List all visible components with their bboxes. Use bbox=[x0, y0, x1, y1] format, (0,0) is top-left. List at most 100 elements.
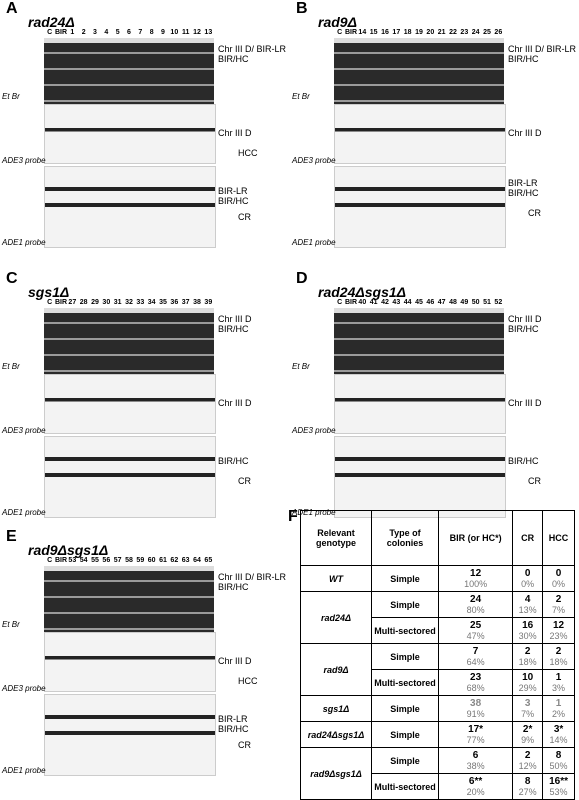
count-cell: 24 80% bbox=[437, 591, 514, 618]
lane-label: 10 bbox=[170, 29, 179, 36]
count-cell: 2* 9% bbox=[512, 721, 544, 748]
percent: 9% bbox=[521, 735, 535, 745]
panel-letter: D bbox=[296, 270, 308, 287]
count-cell: 4 13% bbox=[512, 591, 544, 618]
lane-label: BIR bbox=[344, 299, 358, 306]
band-label: ADE3 probe bbox=[292, 426, 336, 435]
ade1-blot bbox=[334, 166, 506, 248]
count: 6 bbox=[472, 750, 479, 761]
header-cell: HCC bbox=[542, 510, 575, 566]
count: 3 bbox=[524, 698, 531, 709]
band-label: Et Br bbox=[292, 362, 310, 371]
count-cell: 1 3% bbox=[542, 669, 575, 696]
band-label: HCC bbox=[238, 676, 258, 686]
band-label: BIR/HC bbox=[218, 196, 249, 206]
lane-label: C bbox=[47, 557, 53, 564]
band-label: HCC bbox=[238, 148, 258, 158]
lane-label: 44 bbox=[403, 299, 412, 306]
percent: 77% bbox=[466, 735, 485, 745]
lane-label: 38 bbox=[193, 299, 201, 306]
lane-label: 55 bbox=[91, 557, 99, 564]
panel-title: rad9Δ bbox=[318, 14, 357, 30]
count: 8 bbox=[555, 750, 562, 761]
panel-title: sgs1Δ bbox=[28, 284, 70, 300]
count-cell: 6** 20% bbox=[437, 773, 514, 800]
band-label: Et Br bbox=[2, 362, 20, 371]
count: 16** bbox=[549, 776, 568, 787]
band-label: CR bbox=[238, 212, 251, 222]
lane-label: 43 bbox=[392, 299, 401, 306]
genotype-cell: rad9Δsgs1Δ bbox=[300, 747, 372, 800]
lane-label: 32 bbox=[125, 299, 133, 306]
panel-title: rad24Δsgs1Δ bbox=[318, 284, 407, 300]
percent: 2% bbox=[552, 709, 566, 719]
count: 23 bbox=[470, 672, 482, 683]
panel-letter: F bbox=[288, 508, 298, 525]
table-row: WT Simple 12 100% 0 0% 0 0% bbox=[300, 565, 575, 592]
percent: 20% bbox=[466, 787, 485, 797]
count: 17* bbox=[468, 724, 484, 735]
count-cell: 3* 14% bbox=[542, 721, 575, 748]
count: 6** bbox=[468, 776, 483, 787]
lane-label: 28 bbox=[79, 299, 88, 306]
count: 12 bbox=[470, 568, 482, 579]
header-cell: CR bbox=[512, 510, 544, 566]
ade3-blot bbox=[334, 374, 506, 434]
genotype-cell: rad9Δ bbox=[300, 643, 372, 696]
lane-label: 17 bbox=[392, 29, 401, 36]
count-cell: 2 18% bbox=[512, 643, 544, 670]
count: 0 bbox=[555, 568, 562, 579]
band-label: ADE1 probe bbox=[2, 238, 46, 247]
lane-label: 64 bbox=[193, 557, 201, 564]
table-row: Multi-sectored 23 68% 10 29% 1 3% bbox=[301, 669, 575, 696]
count: 2 bbox=[524, 646, 531, 657]
colony-type-cell: Multi-sectored bbox=[371, 617, 439, 644]
count-cell: 17* 77% bbox=[437, 721, 514, 748]
band-label: ADE1 probe bbox=[292, 238, 336, 247]
count-cell: 16** 53% bbox=[542, 773, 575, 800]
lane-label: 36 bbox=[170, 299, 179, 306]
count-cell: 16 30% bbox=[512, 617, 544, 644]
band-label: Chr III D/ BIR-LR bbox=[218, 44, 287, 54]
percent: 50% bbox=[549, 761, 568, 771]
lane-label: 4 bbox=[104, 29, 109, 36]
band-label: BIR/HC bbox=[508, 188, 539, 198]
band-label: Chr III D bbox=[218, 656, 252, 666]
header-cell: BIR (or HC*) bbox=[437, 510, 514, 566]
band-label: Chr III D bbox=[218, 314, 252, 324]
lane-label: 26 bbox=[494, 29, 503, 36]
count-cell: 7 64% bbox=[437, 643, 514, 670]
header-cell: Relevant genotype bbox=[300, 510, 372, 566]
lane-label: 48 bbox=[449, 299, 457, 306]
band-label: ADE3 probe bbox=[2, 684, 46, 693]
band-label: BIR/HC bbox=[508, 54, 539, 64]
ade3-blot bbox=[44, 374, 216, 434]
lane-label: C bbox=[337, 29, 343, 36]
count-cell: 1 2% bbox=[542, 695, 575, 722]
results-table: Relevant genotype Type of colonies BIR (or… bbox=[300, 510, 575, 800]
percent: 14% bbox=[549, 735, 568, 745]
percent: 0% bbox=[552, 579, 566, 589]
count-cell: 23 68% bbox=[437, 669, 514, 696]
band-label: Chr III D bbox=[508, 314, 542, 324]
percent: 91% bbox=[466, 709, 485, 719]
lane-label: 45 bbox=[415, 299, 423, 306]
band-label: Et Br bbox=[292, 92, 310, 101]
lane-label: 20 bbox=[426, 29, 435, 36]
lane-label: C bbox=[47, 29, 53, 36]
percent: 18% bbox=[518, 657, 537, 667]
lane-label: 19 bbox=[415, 29, 423, 36]
count: 1 bbox=[555, 672, 562, 683]
colony-type-cell: Simple bbox=[371, 643, 439, 670]
percent: 23% bbox=[549, 631, 568, 641]
count: 24 bbox=[470, 594, 482, 605]
table-row: sgs1Δ Simple 38 91% 3 7% 1 2% bbox=[300, 695, 575, 722]
band-label: Chr III D bbox=[218, 128, 252, 138]
lane-label: 51 bbox=[483, 299, 491, 306]
ade1-blot bbox=[44, 166, 216, 248]
count-cell: 2 7% bbox=[542, 591, 575, 618]
percent: 47% bbox=[466, 631, 485, 641]
count-cell: 8 27% bbox=[512, 773, 544, 800]
